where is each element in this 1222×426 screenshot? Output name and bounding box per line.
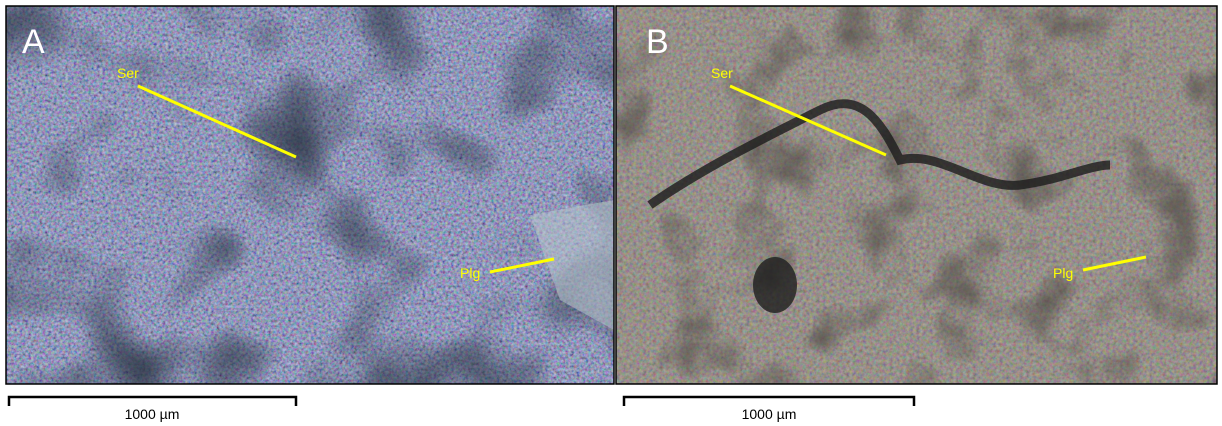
figure: A B Ser Plg Ser Plg 1000 µm 1000 µm xyxy=(0,0,1222,426)
panel-label: B xyxy=(646,23,669,61)
micrograph-b xyxy=(616,6,1217,384)
annotation-label: Plg xyxy=(1053,265,1073,281)
annotation-label: Ser xyxy=(117,65,139,81)
scale-label: 1000 µm xyxy=(125,406,180,422)
annotation-label: Ser xyxy=(711,65,733,81)
page: {"panels": [ {"label": "A", "annotations… xyxy=(0,0,1222,426)
image-shadow xyxy=(616,6,1217,384)
scale-bar xyxy=(9,397,296,406)
micrograph-a xyxy=(6,6,614,384)
panel-label: A xyxy=(22,23,45,61)
opaque-grain xyxy=(753,257,797,313)
annotation-label: Plg xyxy=(460,265,480,281)
image-shadow xyxy=(6,6,614,384)
scale-bar xyxy=(624,397,914,406)
scale-label: 1000 µm xyxy=(742,406,797,422)
